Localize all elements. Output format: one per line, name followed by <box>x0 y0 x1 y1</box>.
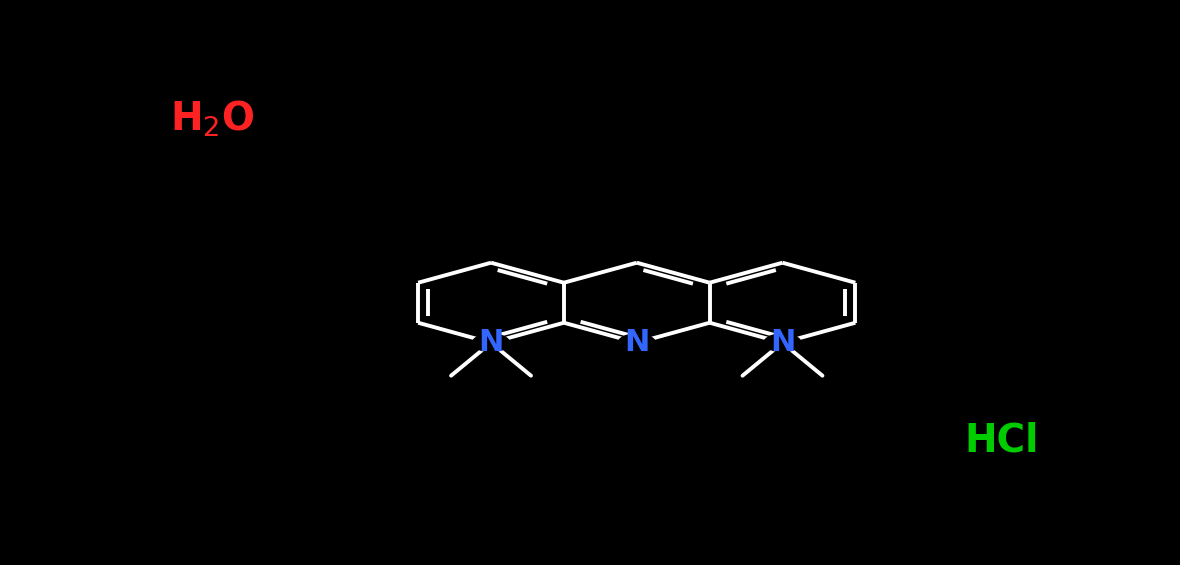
Circle shape <box>472 334 510 351</box>
Text: N: N <box>624 328 649 357</box>
Circle shape <box>618 334 655 351</box>
Text: N: N <box>478 328 504 357</box>
Text: HCl: HCl <box>965 421 1040 459</box>
Text: H$_2$O: H$_2$O <box>170 98 255 138</box>
Circle shape <box>763 334 801 351</box>
Text: N: N <box>769 328 795 357</box>
